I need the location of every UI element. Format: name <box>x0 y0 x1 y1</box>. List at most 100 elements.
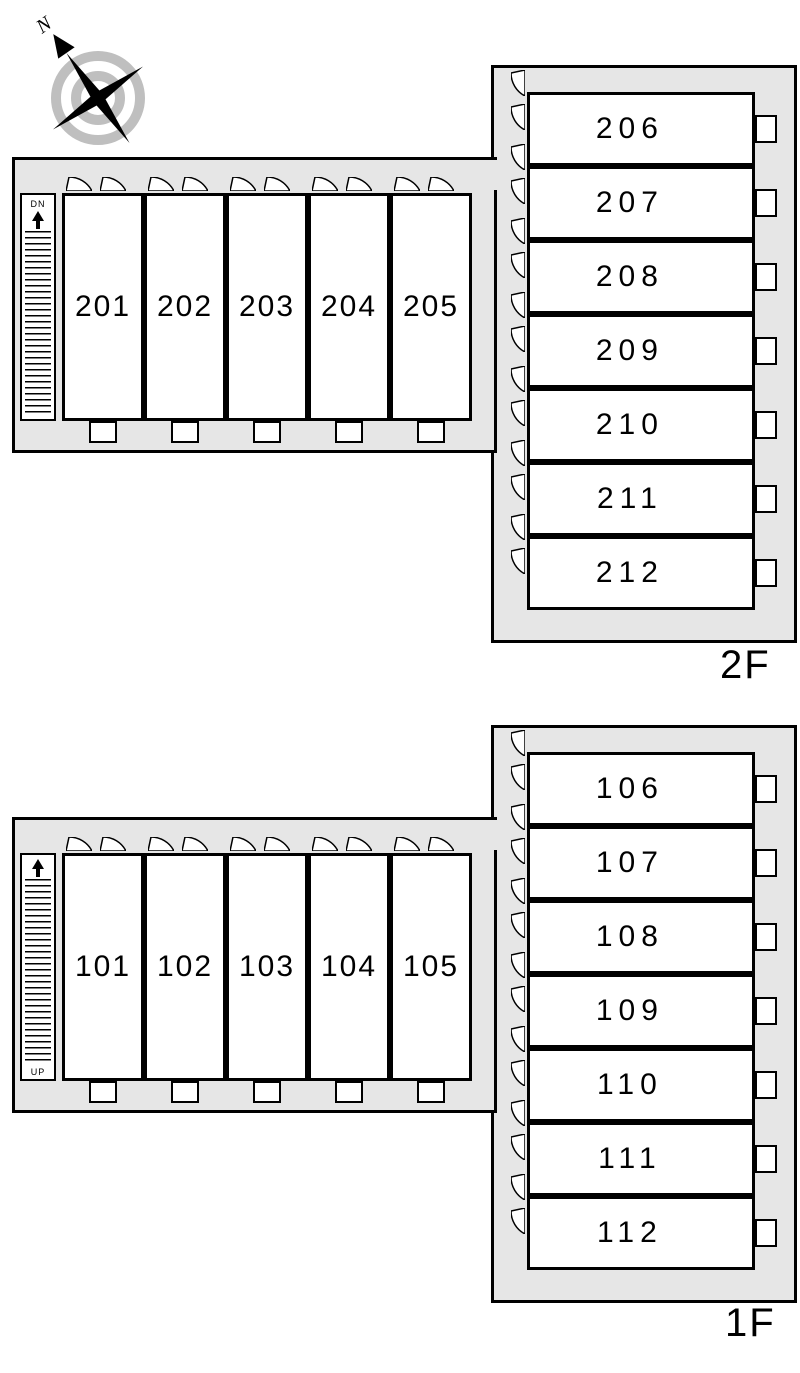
compass-letter: N <box>31 11 57 38</box>
door-icon <box>428 177 454 191</box>
unit-label: 105 <box>403 950 459 984</box>
unit-206: 206 <box>527 92 755 166</box>
unit-208: 208 <box>527 240 755 314</box>
compass-icon: N <box>20 6 160 161</box>
door-icon <box>511 1208 525 1234</box>
unit-label: 212 <box>596 556 664 590</box>
door-icon <box>66 837 92 851</box>
balcony <box>171 421 199 443</box>
door-icon <box>511 1026 525 1052</box>
door-icon <box>66 177 92 191</box>
unit-label: 101 <box>75 950 131 984</box>
balcony <box>755 115 777 143</box>
unit-label: 107 <box>596 846 664 880</box>
door-icon <box>148 177 174 191</box>
balcony <box>755 1071 777 1099</box>
unit-106: 106 <box>527 752 755 826</box>
unit-label: 201 <box>75 290 131 324</box>
unit-102: 102 <box>144 853 226 1081</box>
unit-label: 112 <box>597 1216 663 1250</box>
unit-207: 207 <box>527 166 755 240</box>
door-icon <box>511 912 525 938</box>
unit-label: 205 <box>403 290 459 324</box>
door-icon <box>182 837 208 851</box>
door-icon <box>100 837 126 851</box>
unit-211: 211 <box>527 462 755 536</box>
balcony <box>335 421 363 443</box>
balcony <box>755 337 777 365</box>
unit-103: 103 <box>226 853 308 1081</box>
door-icon <box>511 292 525 318</box>
unit-104: 104 <box>308 853 390 1081</box>
door-icon <box>182 177 208 191</box>
unit-label: 204 <box>321 290 377 324</box>
door-icon <box>511 1134 525 1160</box>
unit-210: 210 <box>527 388 755 462</box>
stair-treads <box>25 231 51 416</box>
door-icon <box>511 548 525 574</box>
balcony <box>253 421 281 443</box>
door-icon <box>511 326 525 352</box>
door-icon <box>148 837 174 851</box>
floor-label-1f: 1F <box>725 1301 776 1346</box>
floor-plan-canvas: N 206 207 208 209 210 211 212 <box>0 0 800 1373</box>
unit-107: 107 <box>527 826 755 900</box>
door-icon <box>511 252 525 278</box>
balcony <box>417 421 445 443</box>
unit-112: 112 <box>527 1196 755 1270</box>
unit-105: 105 <box>390 853 472 1081</box>
balcony <box>755 263 777 291</box>
unit-label: 104 <box>321 950 377 984</box>
balcony <box>755 1145 777 1173</box>
door-icon <box>511 400 525 426</box>
unit-101: 101 <box>62 853 144 1081</box>
door-icon <box>346 837 372 851</box>
door-icon <box>264 177 290 191</box>
stair-1f: UP <box>20 853 56 1081</box>
unit-label: 210 <box>596 408 664 442</box>
unit-label: 206 <box>596 112 664 146</box>
door-icon <box>511 952 525 978</box>
door-icon <box>511 514 525 540</box>
balcony <box>417 1081 445 1103</box>
unit-label: 111 <box>598 1142 662 1176</box>
door-icon <box>100 177 126 191</box>
door-icon <box>346 177 372 191</box>
unit-202: 202 <box>144 193 226 421</box>
unit-label: 106 <box>596 772 664 806</box>
door-icon <box>264 837 290 851</box>
door-icon <box>511 1060 525 1086</box>
unit-label: 208 <box>596 260 664 294</box>
stair-2f: DN <box>20 193 56 421</box>
balcony <box>755 559 777 587</box>
door-icon <box>394 177 420 191</box>
unit-label: 203 <box>239 290 295 324</box>
door-icon <box>511 144 525 170</box>
unit-204: 204 <box>308 193 390 421</box>
balcony <box>755 411 777 439</box>
balcony <box>253 1081 281 1103</box>
stair-label: UP <box>31 1067 46 1077</box>
unit-label: 110 <box>597 1068 663 1102</box>
door-icon <box>511 986 525 1012</box>
balcony <box>755 775 777 803</box>
stair-treads <box>25 879 51 1063</box>
f2-connector <box>488 160 497 190</box>
unit-label: 102 <box>157 950 213 984</box>
unit-205: 205 <box>390 193 472 421</box>
unit-label: 108 <box>596 920 664 954</box>
balcony <box>89 421 117 443</box>
balcony <box>89 1081 117 1103</box>
door-icon <box>511 804 525 830</box>
door-icon <box>511 178 525 204</box>
unit-label: 109 <box>596 994 664 1028</box>
door-icon <box>511 440 525 466</box>
balcony <box>171 1081 199 1103</box>
floor-label-2f: 2F <box>720 643 771 688</box>
unit-111: 111 <box>527 1122 755 1196</box>
unit-212: 212 <box>527 536 755 610</box>
door-icon <box>511 878 525 904</box>
unit-label: 103 <box>239 950 295 984</box>
balcony <box>335 1081 363 1103</box>
door-icon <box>511 70 525 96</box>
